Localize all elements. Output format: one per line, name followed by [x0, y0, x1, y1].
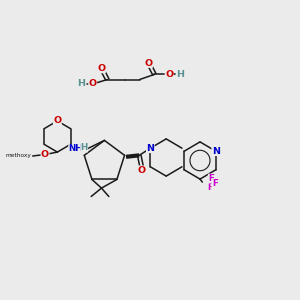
Text: H: H [80, 143, 88, 152]
Text: O: O [98, 64, 106, 73]
Text: O: O [41, 150, 49, 159]
Text: N: N [146, 144, 154, 153]
Text: O: O [145, 58, 153, 68]
Text: F: F [212, 179, 218, 188]
Text: F: F [207, 183, 213, 192]
Text: O: O [165, 70, 173, 79]
Text: O: O [137, 166, 146, 175]
Text: F: F [208, 174, 214, 183]
Text: H: H [77, 80, 85, 88]
Text: O: O [53, 116, 62, 125]
Text: methoxy: methoxy [5, 154, 31, 158]
Text: N: N [212, 147, 220, 156]
Text: O: O [88, 80, 97, 88]
Text: NH: NH [69, 144, 83, 153]
Text: H: H [176, 70, 184, 79]
